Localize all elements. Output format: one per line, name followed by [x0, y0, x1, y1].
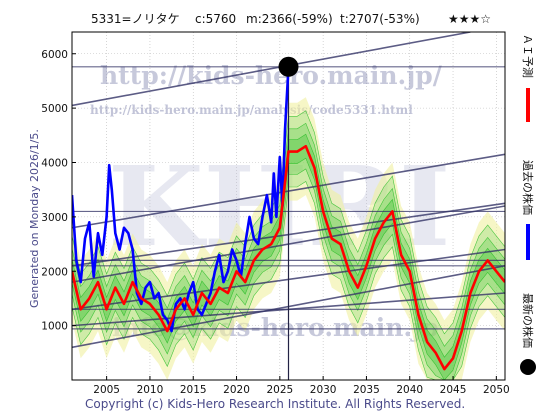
legend-item-ai-forecast: ＡＩ予測: [521, 34, 535, 122]
x-tick-label-2035: 2035: [353, 384, 380, 396]
y-axis: 1000 2000 3000 4000 5000 6000: [41, 49, 76, 333]
y-tick-label-4000: 4000: [41, 158, 68, 170]
series-line-past-price: [72, 66, 290, 333]
watermark-url-main: http://kids-hero.main.jp/: [100, 61, 443, 90]
y-tick-label-3000: 3000: [41, 212, 68, 224]
legend-swatch-latest-price: [520, 359, 536, 375]
header-rating: ★★★☆: [448, 12, 491, 26]
header-stock: 5331=ノリタケ: [91, 12, 180, 26]
x-tick-label-2020: 2020: [223, 384, 250, 396]
watermark-url-analysis: http://kids-hero.main.jp/analysis/code53…: [90, 103, 413, 117]
y-tick-label-6000: 6000: [41, 49, 68, 61]
legend-item-past-price: 過去の株価: [521, 160, 535, 260]
x-tick-label-2015: 2015: [180, 384, 207, 396]
legend: ＡＩ予測 過去の株価 最新の株価: [520, 34, 536, 375]
series-line-ai-forecast: [72, 144, 505, 371]
x-tick-label-2025: 2025: [266, 384, 293, 396]
x-tick-label-2050: 2050: [483, 384, 510, 396]
header-close: c:5760: [195, 12, 236, 26]
x-axis: 2005 2010 2015 2020 2025 2030 2035 2040 2045 2050: [93, 376, 510, 396]
latest-price-marker: [278, 56, 299, 77]
header-m-value: m:2366(-59%): [246, 12, 333, 26]
legend-label-ai-forecast: ＡＩ予測: [521, 34, 535, 78]
data-series: [72, 66, 505, 371]
y-tick-label-1000: 1000: [41, 321, 68, 333]
legend-item-latest-price: 最新の株価: [520, 293, 536, 375]
generated-date-label: Generated on Monday 2026/1/5.: [28, 129, 41, 308]
x-tick-label-2005: 2005: [93, 384, 120, 396]
header-t-value: t:2707(-53%): [340, 12, 420, 26]
copyright-footer: Copyright (c) Kids-Hero Research Institu…: [85, 397, 465, 411]
plot-frame: [71, 31, 506, 381]
x-tick-label-2010: 2010: [137, 384, 164, 396]
trend-line-1: [72, 32, 471, 107]
y-tick-label-2000: 2000: [41, 266, 68, 278]
legend-label-past-price: 過去の株価: [521, 160, 535, 215]
legend-label-latest-price: 最新の株価: [521, 293, 535, 348]
y-tick-label-5000: 5000: [41, 103, 68, 115]
x-tick-label-2030: 2030: [310, 384, 337, 396]
x-tick-label-2045: 2045: [440, 384, 467, 396]
x-tick-label-2040: 2040: [396, 384, 423, 396]
forecast-band-2: [72, 110, 505, 380]
